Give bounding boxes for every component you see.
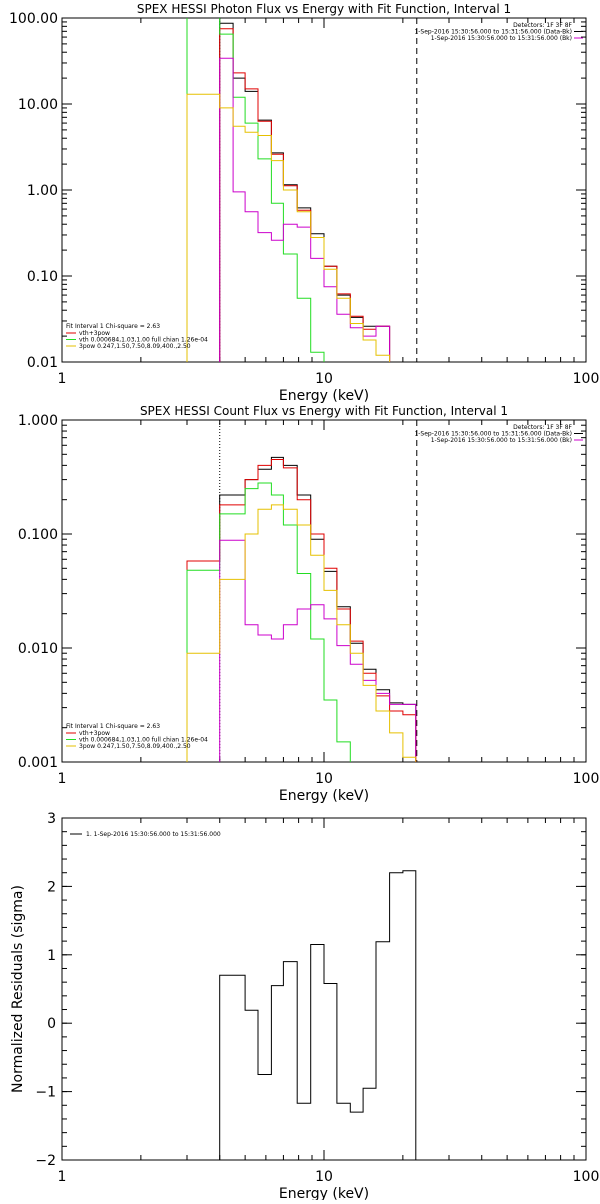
y-tick-label: 10.00 <box>18 97 58 113</box>
info-line: 1-Sep-2016 15:30:56.000 to 15:31:56.000 … <box>414 431 572 438</box>
x-tick-label: 100 <box>573 371 600 387</box>
y-tick-label: 1 <box>47 948 56 964</box>
y-tick-label: 0.001 <box>18 755 58 771</box>
y-tick-label: 1.00 <box>27 183 58 199</box>
y-tick-label: 1.000 <box>18 413 58 429</box>
legend-header: Fit Interval 1 Chi-square = 2.63 <box>66 723 160 730</box>
chart-title: SPEX HESSI Count Flux vs Energy with Fit… <box>140 404 508 418</box>
info-line: 1-Sep-2016 15:30:56.000 to 15:31:56.000 … <box>431 35 572 42</box>
legend-label: 3pow 0.247,1.50,7.50,8.09,400.,2.50 <box>79 343 191 350</box>
x-tick-label: 100 <box>573 1169 600 1185</box>
y-tick-label: 3 <box>47 811 56 827</box>
y-tick-label: 100.00 <box>9 11 58 27</box>
series-yellow-step-line <box>186 504 417 762</box>
series-black-step-line <box>219 870 417 1160</box>
legend-label: vth+3pow <box>79 330 110 337</box>
x-tick-label: 10 <box>315 1169 333 1185</box>
info-line: Detectors: 1F 3F 8F <box>513 424 572 431</box>
series-green-step-line <box>186 18 325 362</box>
y-tick-label: 0.010 <box>18 641 58 657</box>
legend-label: vth+3pow <box>79 730 110 737</box>
x-tick-label: 1 <box>58 1169 67 1185</box>
legend-label: vth 0.000684,1.03,1.00 full chian 1.26e-… <box>79 337 208 344</box>
info-line: 1-Sep-2016 15:30:56.000 to 15:31:56.000 … <box>414 29 572 36</box>
plot-frame <box>61 17 587 363</box>
x-tick-label: 100 <box>573 771 600 787</box>
series-magenta-step-line <box>219 539 417 762</box>
y-tick-label: 2 <box>47 879 56 895</box>
series-yellow-step-line <box>186 93 391 362</box>
y-tick-label: 0 <box>47 1016 56 1032</box>
y-tick-label: 0.100 <box>18 527 58 543</box>
y-tick-label: −2 <box>35 1153 56 1169</box>
legend-label: 1. 1-Sep-2016 15:30:56.000 to 15:31:56.0… <box>86 831 221 838</box>
y-tick-label: 0.01 <box>27 355 58 371</box>
x-axis-label: Energy (keV) <box>279 788 369 804</box>
legend-label: vth 0.000684,1.03,1.00 full chian 1.26e-… <box>79 737 208 744</box>
x-axis-label: Energy (keV) <box>279 388 369 404</box>
legend-header: Fit Interval 1 Chi-square = 2.63 <box>66 323 160 330</box>
info-line: Detectors: 1F 3F 8F <box>513 22 572 29</box>
y-axis-label: Normalized Residuals (sigma) <box>10 885 26 1093</box>
series-red-step-line <box>219 28 391 362</box>
chart-3: 1 10 100 −2 −1 0 1 2 3 Energy (keV) Normalized Res… <box>10 811 600 1202</box>
x-tick-label: 10 <box>315 371 333 387</box>
y-tick-label: −1 <box>35 1085 56 1101</box>
chart-title: SPEX HESSI Photon Flux vs Energy with Fi… <box>137 2 511 16</box>
info-line: 1-Sep-2016 15:30:56.000 to 15:31:56.000 … <box>431 437 572 444</box>
x-axis-label: Energy (keV) <box>279 1186 369 1200</box>
x-tick-label: 1 <box>58 771 67 787</box>
x-tick-label: 1 <box>58 371 67 387</box>
series-green-step-line <box>186 482 351 762</box>
y-tick-label: 0.10 <box>27 269 58 285</box>
series-black-step-line <box>186 456 417 762</box>
series-red-step-line <box>186 459 417 762</box>
x-tick-label: 10 <box>315 771 333 787</box>
chart-1: 1 10 100 0.01 0.10 1.00 10.00 100.00 SPEX HESSI … <box>9 2 600 404</box>
legend-label: 3pow 0.247,1.50,7.50,8.09,400.,2.50 <box>79 743 191 750</box>
chart-2: 1 10 100 0.001 0.010 0.100 1.000 SPEX HESSI Cou… <box>18 404 600 804</box>
plot-frame <box>61 419 587 763</box>
plot-frame <box>61 817 587 1161</box>
